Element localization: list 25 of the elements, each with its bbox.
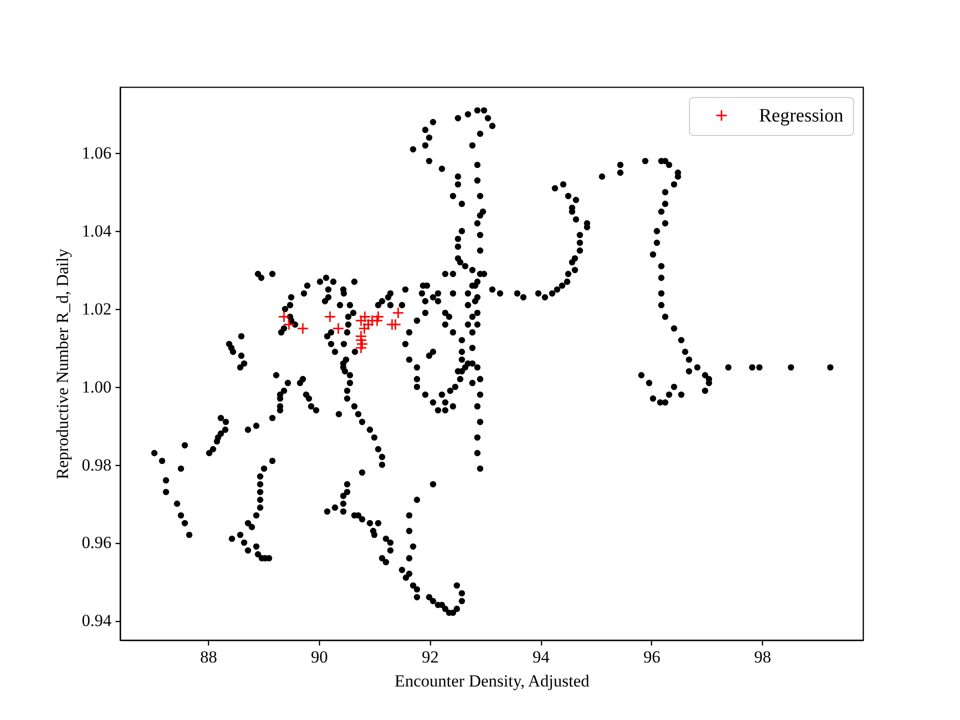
y-tick-label: 1.04 — [82, 222, 112, 241]
point — [392, 306, 404, 319]
point — [355, 342, 368, 354]
x-tick-label: 88 — [200, 648, 218, 666]
point — [372, 310, 384, 323]
y-tick-label: 1.06 — [82, 144, 112, 163]
x-axis-title: Encounter Density, Adjusted — [394, 672, 590, 690]
x-tick-label: 98 — [754, 648, 772, 666]
legend-label: Regression — [759, 106, 844, 126]
point — [332, 322, 344, 334]
point — [296, 322, 309, 334]
x-tick-label: 96 — [643, 648, 660, 666]
x-tick-label: 92 — [422, 648, 439, 666]
point — [356, 338, 368, 350]
y-tick-label: 0.94 — [82, 611, 112, 630]
point — [389, 318, 402, 331]
x-tick-label: 94 — [532, 648, 550, 666]
y-tick-label: 1.00 — [82, 377, 112, 396]
point — [324, 310, 336, 323]
x-tick-label: 90 — [310, 648, 328, 666]
y-tick-label: 0.98 — [82, 455, 112, 474]
y-axis-title: Reproductive Number R_d, Daily — [52, 248, 72, 480]
y-tick-label: 0.96 — [82, 533, 112, 552]
point — [371, 314, 384, 327]
y-tick-label: 1.02 — [82, 299, 112, 318]
